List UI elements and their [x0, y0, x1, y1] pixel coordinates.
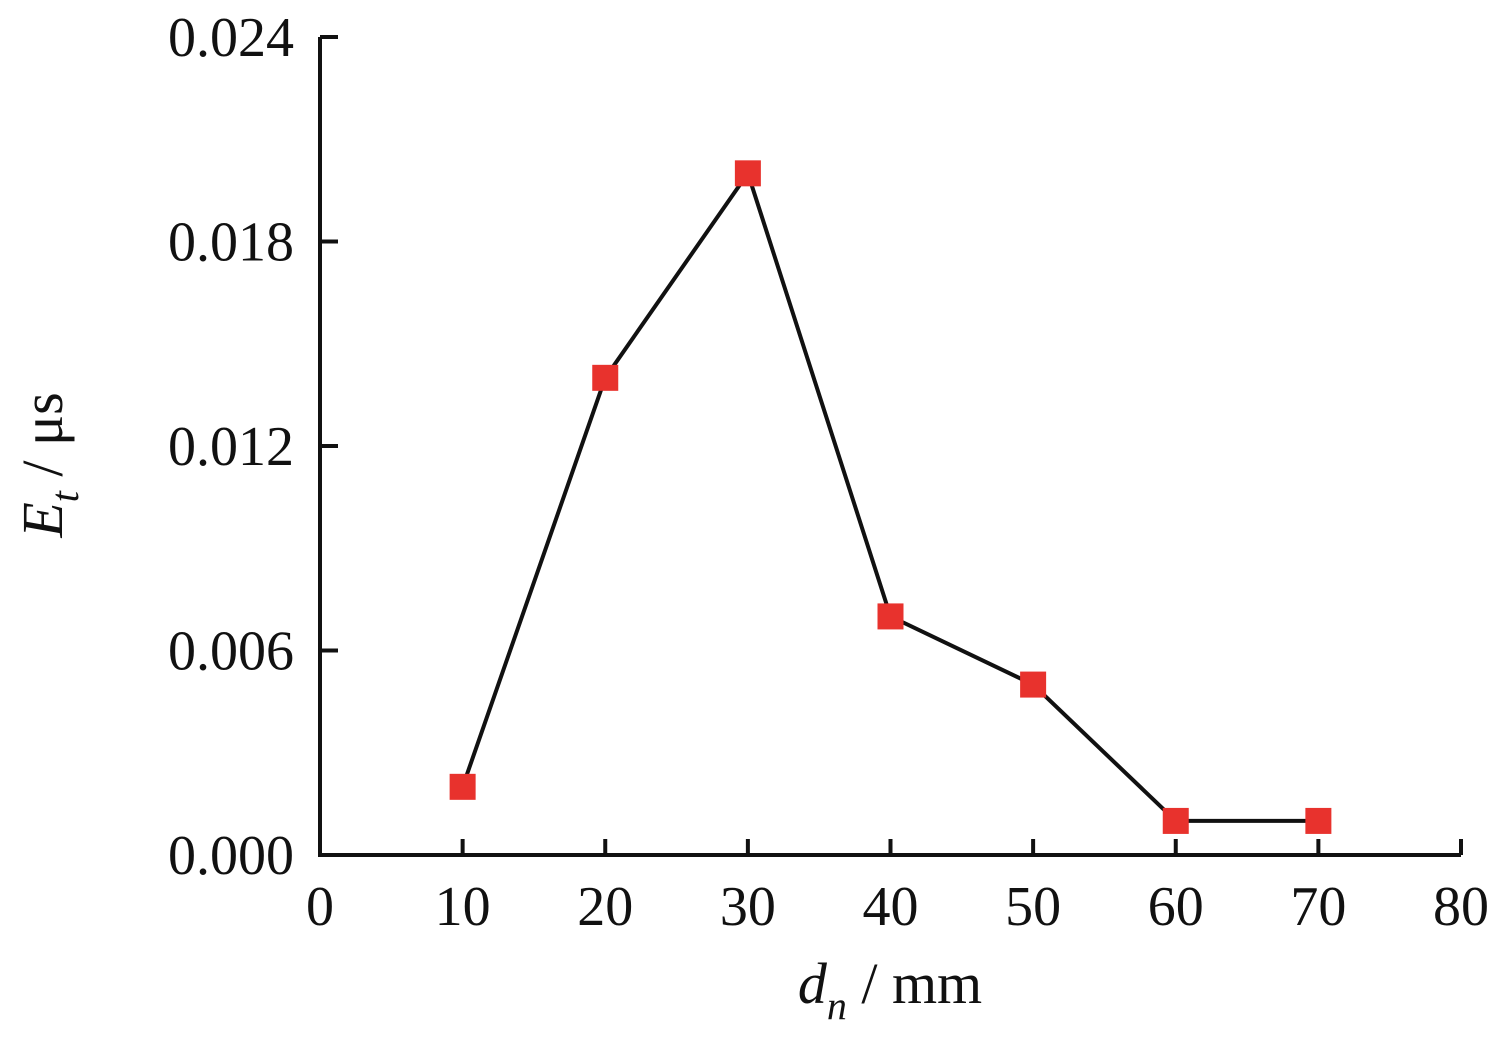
data-point [449, 773, 476, 800]
data-point [877, 603, 904, 630]
y-tick-label: 0.012 [168, 416, 294, 478]
x-tick-label: 50 [1005, 876, 1061, 938]
y-axis-title: Et / μs [10, 392, 87, 538]
x-tick-label: 70 [1290, 876, 1346, 938]
x-tick-label: 40 [863, 876, 919, 938]
y-tick-label: 0.018 [168, 212, 294, 274]
data-markers [449, 160, 1332, 834]
series-polyline [460, 168, 1319, 823]
x-axis-title: dn / mm [798, 951, 982, 1028]
data-point [734, 160, 761, 187]
x-tick-label: 0 [306, 876, 334, 938]
y-tick-label: 0.006 [168, 621, 294, 683]
x-tick-label: 80 [1433, 876, 1489, 938]
data-point [1305, 807, 1332, 834]
data-point [592, 364, 619, 391]
series-line [460, 168, 1319, 823]
data-point [1162, 807, 1189, 834]
data-point [1020, 671, 1047, 698]
y-tick-label: 0.024 [168, 7, 294, 69]
axes: 0.000 0.006 0.012 0.018 0.024 0 10 20 30 40 50 60 70… [168, 7, 1489, 938]
x-tick-label: 30 [720, 876, 776, 938]
y-tick-label: 0.000 [168, 825, 294, 887]
x-tick-label: 60 [1148, 876, 1204, 938]
x-tick-label: 20 [577, 876, 633, 938]
x-tick-label: 10 [435, 876, 491, 938]
